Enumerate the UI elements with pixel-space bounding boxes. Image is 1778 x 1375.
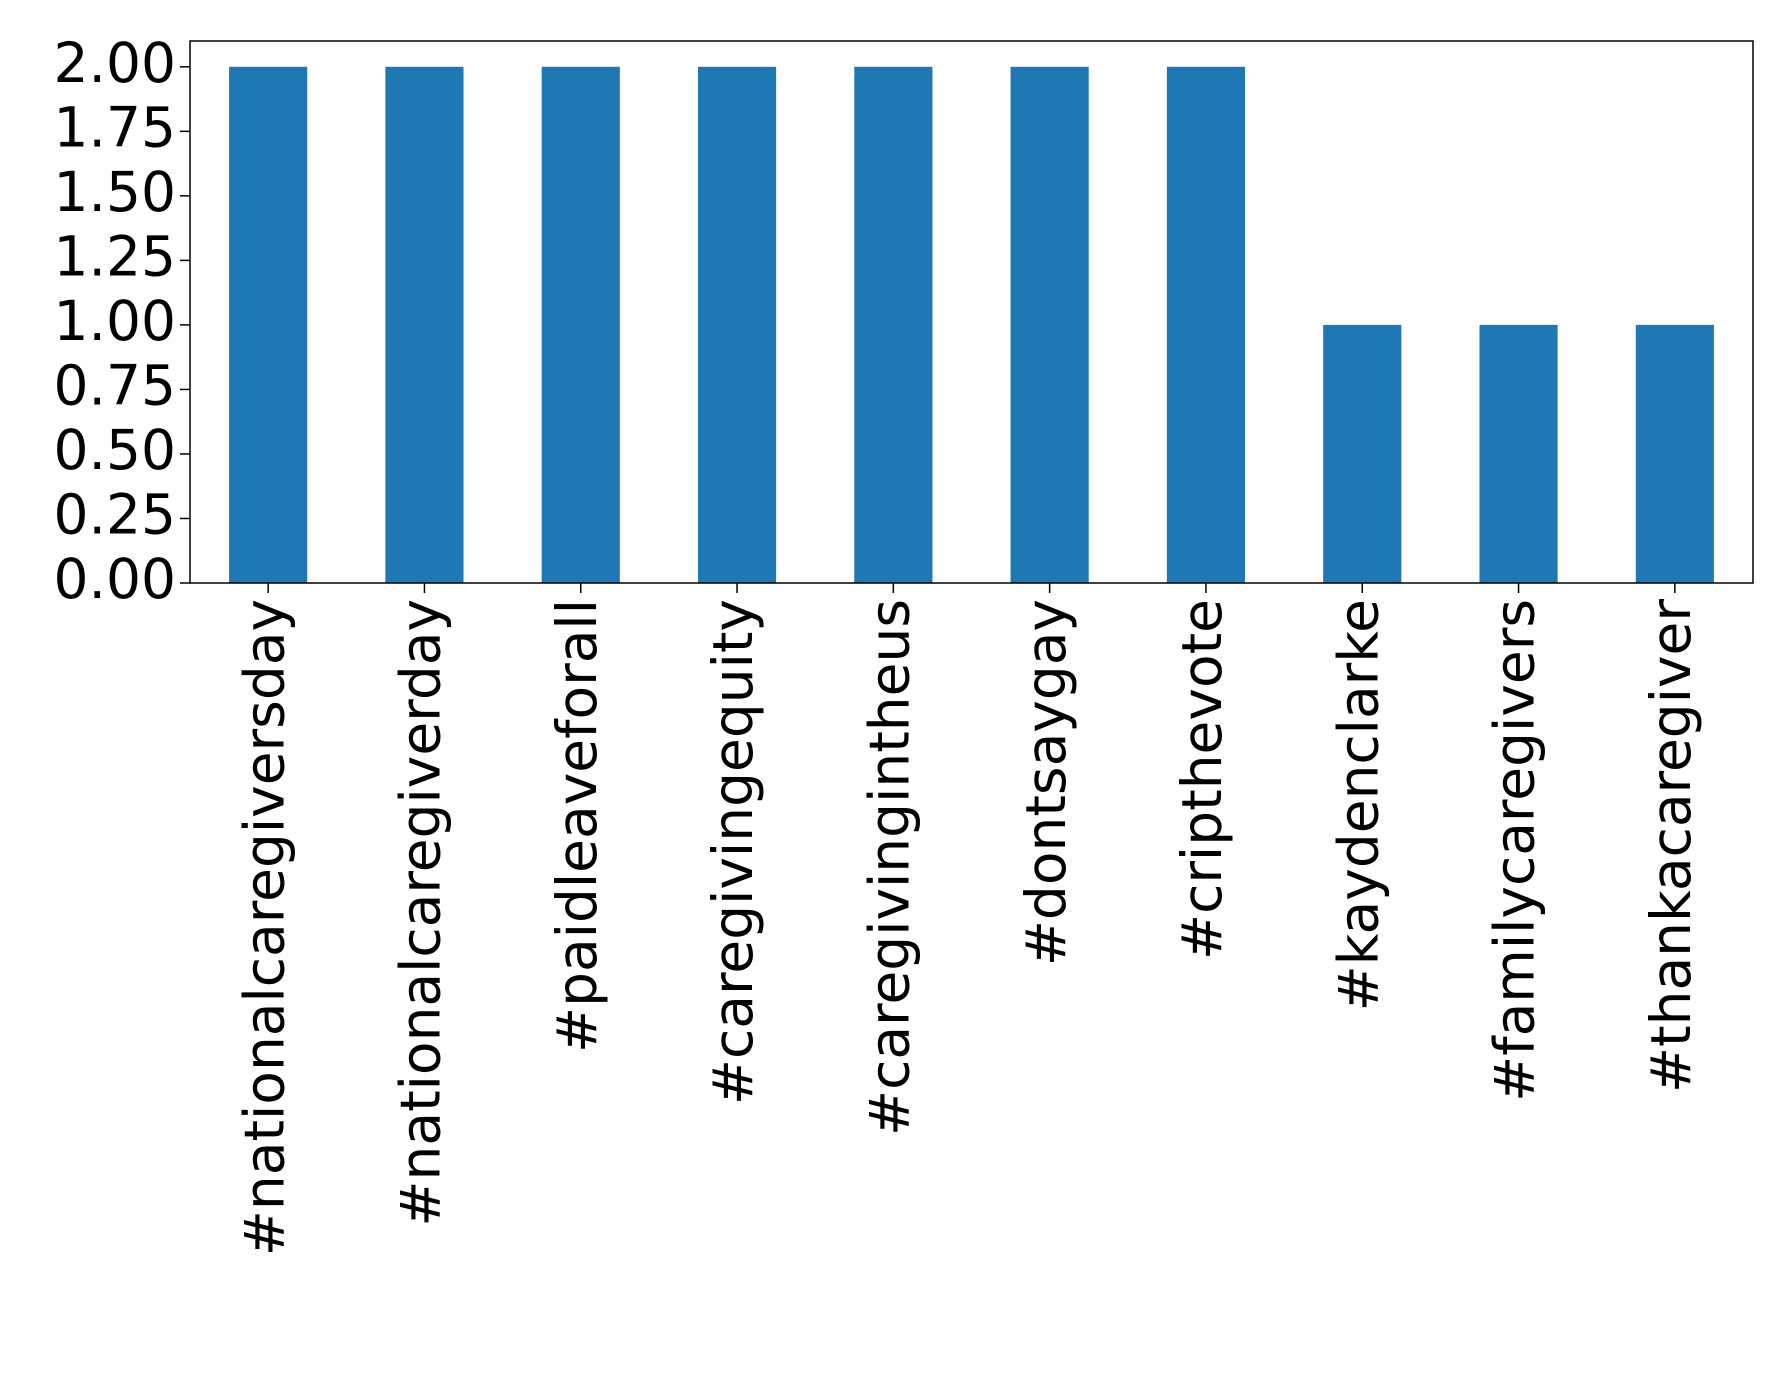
bar: [385, 66, 464, 584]
x-tick-label: #paidleaveforall: [545, 599, 609, 1053]
y-tick-label: 1.50: [54, 160, 176, 224]
x-tick-label: #caregivingequity: [701, 599, 765, 1105]
y-tick-label: 0.25: [54, 483, 176, 547]
y-tick-label: 0.00: [54, 547, 176, 611]
y-tick-label: 1.00: [54, 289, 176, 353]
bar: [229, 66, 308, 584]
bar: [541, 66, 620, 584]
x-tick-label: #nationalcaregiverday: [389, 599, 453, 1227]
x-tick-label: #nationalcaregiversday: [232, 599, 296, 1256]
bar: [697, 66, 777, 584]
y-tick-label: 1.75: [54, 95, 176, 159]
y-tick-label: 0.75: [54, 354, 176, 418]
x-tick-label: #caregivingintheus: [857, 599, 921, 1136]
x-tick-label: #dontsaygay: [1014, 599, 1078, 966]
bar: [1166, 66, 1246, 584]
bar: [1635, 324, 1714, 583]
x-tick-label: #familycaregivers: [1483, 599, 1547, 1102]
plot-frame: [189, 40, 1754, 584]
bar: [1010, 66, 1089, 584]
x-tick-label: #kaydenclarke: [1326, 599, 1390, 1011]
y-tick-label: 2.00: [54, 31, 176, 95]
y-tick-label: 1.25: [54, 225, 176, 289]
bar: [854, 66, 933, 584]
y-tick-label: 0.50: [54, 418, 176, 482]
bar: [1323, 324, 1402, 583]
bar: [1479, 324, 1558, 583]
x-tick-label: #thankacaregiver: [1639, 599, 1703, 1093]
x-tick-label: #cripthevote: [1170, 599, 1234, 960]
